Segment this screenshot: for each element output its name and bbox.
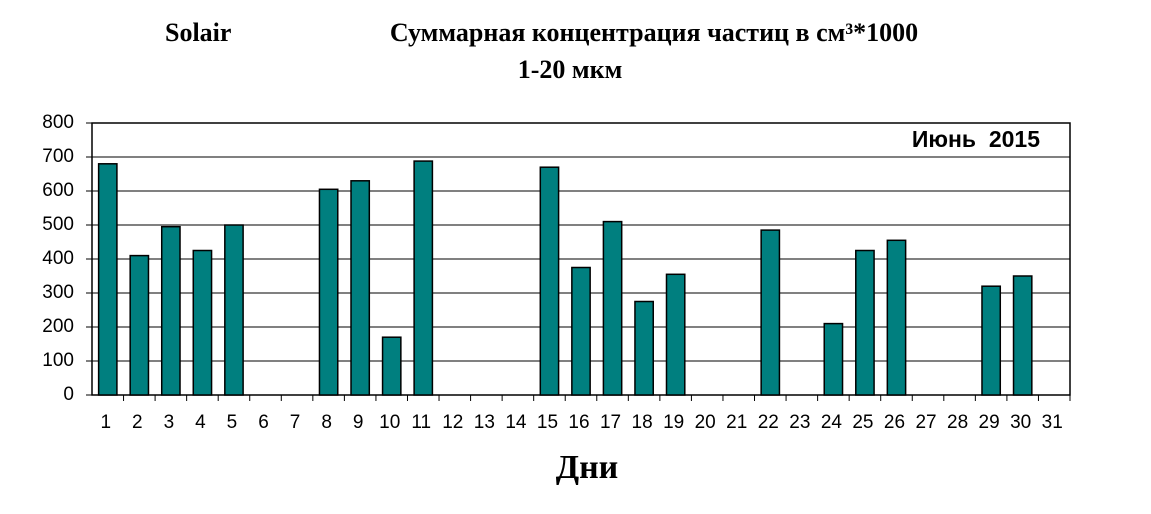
bar: [350, 180, 371, 396]
x-tick-label: 26: [884, 412, 905, 433]
x-tick-label: 1: [100, 412, 111, 433]
x-tick-label: 9: [353, 412, 364, 433]
source-label: Solair: [165, 18, 231, 47]
x-tick-label: 8: [321, 412, 332, 433]
bar: [981, 285, 1002, 396]
x-tick-label: 14: [505, 412, 527, 433]
bar: [160, 225, 181, 396]
x-tick-label: 5: [227, 412, 238, 433]
x-tick-label: 20: [695, 412, 716, 433]
bar: [381, 336, 402, 396]
y-tick-label: 600: [42, 180, 74, 201]
y-tick-label: 300: [42, 282, 74, 303]
x-tick-label: 16: [568, 412, 589, 433]
x-tick-label: 19: [663, 412, 684, 433]
x-tick-label: 3: [164, 412, 175, 433]
chart-subtitle: 1-20 мкм: [518, 55, 623, 84]
x-tick-label: 29: [979, 412, 1000, 433]
x-tick-label: 4: [195, 412, 206, 433]
x-tick-label: 6: [258, 412, 269, 433]
bar: [539, 166, 560, 396]
x-tick-label: 18: [632, 412, 653, 433]
x-tick-label: 30: [1010, 412, 1031, 433]
x-tick-label: 27: [915, 412, 936, 433]
y-tick-label: 700: [42, 146, 74, 167]
x-tick-label: 21: [726, 412, 747, 433]
x-tick-label: 25: [852, 412, 873, 433]
y-tick-label: 400: [42, 248, 74, 269]
x-tick-label: 10: [379, 412, 400, 433]
bar: [129, 254, 150, 396]
y-tick-label: 100: [42, 350, 74, 371]
x-tick-label: 12: [442, 412, 463, 433]
x-tick-label: 15: [537, 412, 558, 433]
bar: [886, 239, 907, 396]
bar: [318, 188, 339, 396]
y-tick-label: 200: [42, 316, 74, 337]
bar: [192, 249, 213, 396]
bar: [413, 160, 434, 396]
x-tick-label: 13: [474, 412, 495, 433]
bar: [571, 266, 591, 396]
y-tick-label: 800: [42, 112, 74, 133]
bar: [634, 300, 654, 396]
bar: [760, 229, 781, 396]
chart-title: Суммарная концентрация частиц в см³*1000: [390, 18, 918, 47]
x-tick-label: 24: [821, 412, 843, 433]
y-tick-label: 0: [63, 384, 74, 405]
bar: [602, 220, 623, 396]
x-tick-label: 23: [789, 412, 810, 433]
y-tick-label: 500: [42, 214, 74, 235]
bar: [224, 224, 244, 396]
x-tick-label: 22: [758, 412, 779, 433]
annotation: Июнь 2015: [912, 126, 1040, 152]
bar: [665, 273, 686, 396]
x-axis-label: Дни: [556, 449, 619, 486]
x-tick-label: 28: [947, 412, 968, 433]
bar: [855, 249, 875, 396]
bar: [97, 163, 118, 396]
x-tick-label: 7: [290, 412, 301, 433]
x-tick-label: 17: [600, 412, 621, 433]
x-tick-label: 2: [132, 412, 143, 433]
bar: [823, 322, 844, 396]
bar: [1012, 275, 1033, 396]
x-tick-label: 31: [1042, 412, 1063, 433]
x-tick-label: 11: [411, 412, 431, 433]
